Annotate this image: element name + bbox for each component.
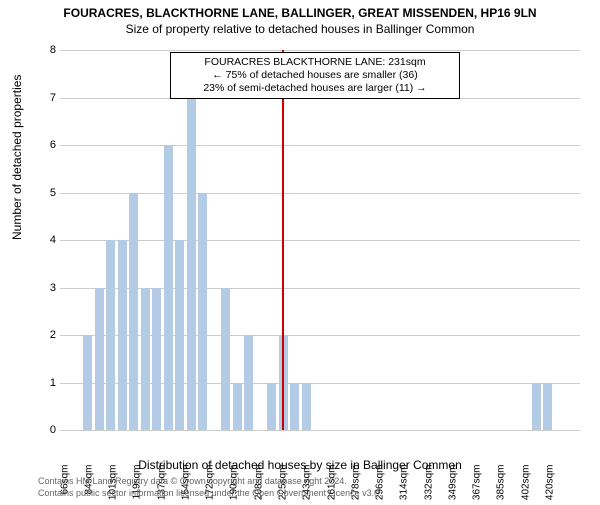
footer-line-1: Contains HM Land Registry data © Crown c…	[38, 476, 347, 486]
histogram-bar	[233, 383, 242, 431]
histogram-bar	[95, 288, 104, 431]
chart-title-main: FOURACRES, BLACKTHORNE LANE, BALLINGER, …	[0, 6, 600, 20]
grid-line	[60, 145, 580, 146]
grid-line	[60, 240, 580, 241]
histogram-bar	[164, 145, 173, 430]
histogram-bar	[532, 383, 541, 431]
grid-line	[60, 430, 580, 431]
reference-line	[282, 50, 284, 430]
y-axis-label: Number of detached properties	[10, 75, 24, 240]
histogram-bar	[198, 193, 207, 431]
y-tick-label: 1	[42, 377, 56, 389]
y-tick-label: 5	[42, 187, 56, 199]
y-tick-label: 0	[42, 424, 56, 436]
histogram-bar	[83, 335, 92, 430]
info-line-3: 23% of semi-detached houses are larger (…	[176, 82, 454, 95]
grid-line	[60, 50, 580, 51]
info-line-1: FOURACRES BLACKTHORNE LANE: 231sqm	[176, 56, 454, 69]
histogram-bar	[302, 383, 311, 431]
chart-title-sub: Size of property relative to detached ho…	[0, 22, 600, 36]
plot-area: 01234567866sqm84sqm101sqm119sqm137sqm154…	[60, 50, 580, 430]
y-tick-label: 2	[42, 329, 56, 341]
chart-plot-area: 01234567866sqm84sqm101sqm119sqm137sqm154…	[60, 50, 580, 430]
histogram-bar	[129, 193, 138, 431]
grid-line	[60, 383, 580, 384]
histogram-bar	[118, 240, 127, 430]
grid-line	[60, 335, 580, 336]
y-tick-label: 3	[42, 282, 56, 294]
footer-line-2: Contains public sector information licen…	[38, 488, 382, 498]
info-line-2: ← 75% of detached houses are smaller (36…	[176, 69, 454, 82]
grid-line	[60, 288, 580, 289]
histogram-bar	[141, 288, 150, 431]
histogram-bar	[187, 98, 196, 431]
histogram-bar	[221, 288, 230, 431]
histogram-bar	[290, 383, 299, 431]
y-tick-label: 6	[42, 139, 56, 151]
histogram-bar	[106, 240, 115, 430]
histogram-bar	[267, 383, 276, 431]
histogram-bar	[543, 383, 552, 431]
histogram-bar	[244, 335, 253, 430]
info-box: FOURACRES BLACKTHORNE LANE: 231sqm ← 75%…	[170, 52, 460, 99]
y-tick-label: 7	[42, 92, 56, 104]
y-tick-label: 4	[42, 234, 56, 246]
grid-line	[60, 193, 580, 194]
histogram-bar	[175, 240, 184, 430]
histogram-bar	[152, 288, 161, 431]
x-axis-label: Distribution of detached houses by size …	[0, 458, 600, 472]
y-tick-label: 8	[42, 44, 56, 56]
